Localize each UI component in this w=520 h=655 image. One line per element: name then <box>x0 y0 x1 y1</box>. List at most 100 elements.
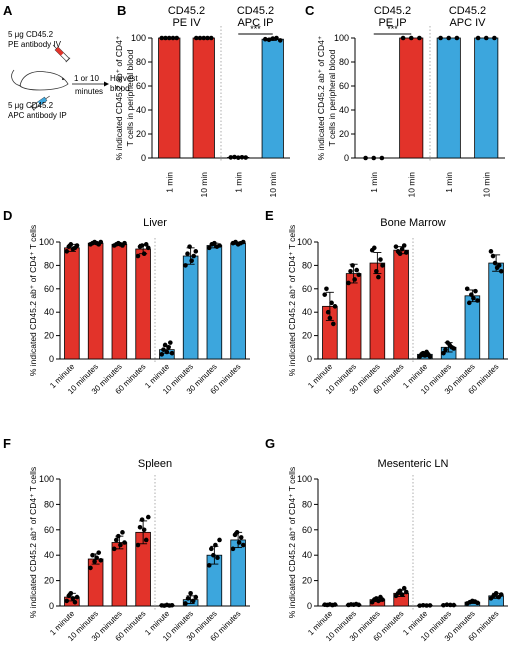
bar <box>464 295 481 360</box>
y-tick-label: 80 <box>44 499 54 509</box>
data-point <box>236 540 242 545</box>
panel-letter-g: G <box>265 436 275 451</box>
data-point <box>496 263 502 268</box>
data-point <box>371 245 377 251</box>
group-header: CD45.2 <box>237 5 274 17</box>
data-point <box>169 602 175 608</box>
interval-label-1: 1 or 10 <box>74 74 99 83</box>
data-point <box>399 246 405 252</box>
data-point <box>408 35 414 41</box>
bar <box>393 249 409 360</box>
data-point <box>166 35 172 41</box>
data-point <box>74 243 80 248</box>
y-tick-label: 100 <box>297 237 312 247</box>
x-tick-label: 10 min <box>406 172 416 198</box>
data-point <box>197 35 203 41</box>
data-point <box>475 35 481 41</box>
y-tick-label: 100 <box>39 237 54 247</box>
data-point <box>464 286 470 292</box>
bar <box>87 242 104 360</box>
data-point <box>187 244 192 249</box>
chart-g-title: Mesenteric LN <box>378 458 449 470</box>
data-point <box>92 559 97 564</box>
data-point <box>235 155 241 160</box>
data-point <box>492 260 498 266</box>
bar <box>261 38 284 159</box>
y-tick-label: 40 <box>44 307 54 317</box>
data-point <box>201 35 207 41</box>
data-point <box>98 239 104 245</box>
bar <box>64 247 80 360</box>
chart-d-title: Liver <box>143 217 167 229</box>
y-axis-label: % indicated CD45.2 ab⁺ of CD4⁺ <box>316 35 326 160</box>
data-point <box>143 242 149 247</box>
data-point <box>118 542 123 548</box>
data-point <box>228 155 234 160</box>
y-tick-label: 20 <box>302 576 312 586</box>
chart-f-title: Spleen <box>138 458 172 470</box>
data-point <box>213 542 218 548</box>
data-point <box>331 321 336 327</box>
data-point <box>139 243 145 248</box>
y-tick-label: 60 <box>302 525 312 535</box>
data-point <box>399 592 405 597</box>
y-tick-label: 20 <box>44 576 54 586</box>
bar <box>206 245 223 360</box>
data-point <box>393 244 399 249</box>
data-point <box>498 592 504 597</box>
data-point <box>206 563 212 568</box>
data-point <box>397 251 403 256</box>
y-tick-label: 80 <box>302 499 312 509</box>
data-point <box>424 603 429 608</box>
data-point <box>159 352 165 357</box>
data-point <box>332 602 338 607</box>
y-tick-label: 80 <box>302 260 312 270</box>
data-point <box>145 514 151 520</box>
data-point <box>380 263 385 268</box>
data-point <box>348 268 353 274</box>
data-point <box>163 35 168 41</box>
y-tick-label: 60 <box>44 525 54 535</box>
data-point <box>88 565 93 571</box>
data-point <box>454 35 460 41</box>
data-point <box>266 37 272 43</box>
data-point <box>243 155 249 160</box>
data-point <box>90 552 95 558</box>
data-point <box>74 594 80 600</box>
data-point <box>376 598 381 604</box>
group-header: CD45.2 <box>168 5 205 17</box>
data-point <box>183 601 188 606</box>
data-point <box>68 242 74 247</box>
y-axis-label: T cells in peripheral blood <box>125 49 135 146</box>
data-point <box>376 274 381 280</box>
data-point <box>232 154 237 160</box>
y-tick-label: 0 <box>141 153 146 163</box>
data-point <box>379 155 385 161</box>
data-point <box>350 263 355 268</box>
data-point <box>354 267 360 273</box>
y-axis-label: % indicated CD45.2 ab⁺ of CD4⁺ T cells <box>287 467 297 618</box>
apc-dose-label: 5 μg CD45.2 <box>8 101 54 110</box>
syringe-icon <box>30 95 50 111</box>
y-tick-label: 100 <box>131 33 146 43</box>
data-point <box>161 347 166 352</box>
data-point <box>403 250 409 255</box>
x-tick-label: 1 min <box>444 172 454 193</box>
data-point <box>164 349 170 355</box>
pe-route-label: PE antibody IV <box>8 40 62 49</box>
data-point <box>145 245 151 251</box>
data-point <box>403 589 409 595</box>
data-point <box>427 603 433 608</box>
data-point <box>401 243 407 248</box>
data-point <box>137 524 143 530</box>
chart-f: Spleen % indicated CD45.2 ab⁺ of CD4⁺ T c… <box>28 458 250 643</box>
y-axis-label: % indicated CD45.2 ab⁺ of CD4⁺ T cells <box>287 225 297 376</box>
data-point <box>205 35 210 41</box>
significance-label: *** <box>250 24 261 34</box>
y-axis-label: % indicated CD45.2 ab⁺ of CD4⁺ <box>114 35 124 160</box>
x-tick-label: 10 min <box>199 172 209 198</box>
bar <box>158 37 181 159</box>
data-point <box>492 35 497 41</box>
mouse-icon <box>11 69 69 91</box>
data-point <box>352 277 357 282</box>
